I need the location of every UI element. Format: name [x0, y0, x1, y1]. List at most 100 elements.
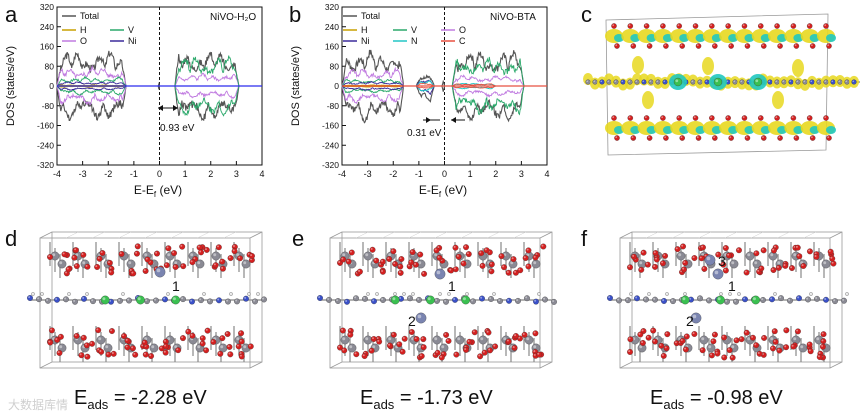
oxygen-atom: [712, 43, 718, 49]
oxygen-atom: [614, 135, 620, 141]
oxygen-atom-highlight: [190, 260, 193, 263]
x-tick-label: 2: [493, 169, 498, 179]
linker-atom-highlight: [691, 80, 694, 83]
linker-atom: [599, 79, 605, 85]
adsorption-energy-d: Eads = -2.28 eV: [74, 387, 207, 412]
oxygen-atom: [662, 252, 669, 259]
oxygen-atom: [510, 256, 517, 263]
oxygen-atom: [699, 347, 706, 354]
linker-atom-highlight: [417, 298, 420, 301]
oxygen-atom: [180, 335, 186, 342]
oxygen-atom: [776, 347, 783, 354]
oxygen-atom: [726, 347, 733, 354]
oxygen-atom: [627, 336, 634, 343]
linker-atom-highlight: [768, 80, 771, 83]
unit-cell-grid: [434, 231, 448, 239]
linker-atom: [823, 296, 829, 303]
oxygen-atom-highlight: [514, 334, 517, 337]
oxygen-atom-highlight: [220, 259, 223, 262]
linker-atom-highlight: [127, 298, 130, 301]
linker-atom-highlight: [689, 297, 692, 300]
oxygen-atom: [630, 43, 637, 49]
oxygen-atom-highlight: [713, 136, 715, 139]
oxygen-atom: [180, 263, 187, 270]
oxygen-atom-highlight: [661, 24, 664, 27]
oxygen-atom-highlight: [827, 44, 830, 47]
vanadium-atom-highlight: [731, 261, 735, 265]
oxygen-atom-highlight: [66, 267, 69, 270]
oxygen-atom: [56, 350, 63, 356]
oxygen-atom-highlight: [775, 24, 778, 27]
oxygen-atom-highlight: [421, 345, 424, 348]
y-tick-label: -160: [322, 121, 339, 131]
vanadium-atom-highlight: [747, 337, 751, 341]
oxygen-atom-highlight: [387, 257, 390, 260]
linker-atom-highlight: [354, 296, 357, 299]
oxygen-atom: [691, 331, 698, 337]
oxygen-atom-highlight: [661, 354, 664, 357]
oxygen-atom-highlight: [638, 332, 641, 335]
linker-atom-highlight: [28, 296, 31, 299]
linker-atom-highlight: [842, 298, 845, 301]
linker-atom: [655, 79, 661, 85]
oxygen-atom-highlight: [639, 267, 642, 270]
oxygen-atom: [466, 338, 473, 345]
oxygen-atom-highlight: [702, 267, 705, 270]
hydrogen-atom-highlight: [202, 292, 205, 295]
oxygen-atom-highlight: [372, 337, 374, 340]
x-tick-label: 4: [544, 169, 549, 179]
oxygen-atom: [741, 115, 748, 121]
vanadium-atom-highlight: [533, 261, 537, 265]
adsorbed-ni-site: [704, 254, 716, 266]
sample-name-b: NiVO-BTA: [490, 12, 536, 23]
legend-b-total: Total: [361, 11, 380, 21]
linker-atom-highlight: [73, 299, 76, 302]
oxygen-atom: [725, 115, 731, 121]
nickel-atom-highlight: [137, 297, 141, 301]
oxygen-atom: [339, 327, 346, 334]
vanadium-atom-highlight: [639, 261, 643, 265]
legend-b-ni: Ni: [361, 36, 370, 46]
oxygen-atom-highlight: [446, 339, 449, 342]
oxygen-atom: [712, 135, 718, 141]
oxygen-atom: [453, 351, 460, 358]
oxygen-atom-highlight: [467, 339, 470, 342]
site-label-d-1: 1: [172, 278, 180, 294]
oxygen-atom-highlight: [488, 348, 491, 351]
linker-atom: [805, 296, 811, 303]
band-gap-b: 0.31 eV: [407, 117, 465, 139]
oxygen-atom-highlight: [341, 257, 344, 260]
adsorption-structure-d: 1: [27, 231, 267, 369]
nickel-atom-highlight: [682, 297, 686, 301]
oxygen-atom-highlight: [166, 246, 169, 249]
oxygen-atom: [775, 264, 782, 271]
linker-atom-highlight: [642, 80, 645, 83]
oxygen-atom-highlight: [790, 266, 793, 269]
linker-atom: [641, 79, 647, 85]
oxygen-atom: [498, 253, 505, 260]
oxygen-atom: [379, 268, 386, 275]
oxygen-atom: [680, 243, 686, 250]
y-tick-label: 80: [330, 61, 340, 71]
linker-atom-highlight: [775, 80, 778, 83]
linker-atom-highlight: [507, 298, 510, 301]
y-axis-label-a: DOS (states/eV): [5, 46, 17, 126]
nickel-atom-highlight: [102, 297, 106, 301]
oxygen-atom-highlight: [211, 340, 214, 343]
adsorption-energy-e: Eads = -1.73 eV: [360, 387, 493, 412]
oxygen-atom-highlight: [391, 332, 394, 335]
unit-cell-grid: [171, 231, 184, 239]
oxygen-atom: [95, 327, 102, 334]
unit-cell-grid: [382, 231, 395, 239]
linker-atom: [380, 297, 386, 303]
oxygen-atom-highlight: [55, 338, 58, 341]
oxygen-atom-highlight: [824, 116, 827, 119]
oxygen-atom-highlight: [644, 24, 647, 27]
oxygen-atom: [646, 135, 653, 141]
oxygen-atom: [198, 249, 204, 256]
linker-atom: [126, 297, 132, 304]
nickel-atom-highlight: [717, 297, 721, 301]
panel-label-c: c: [581, 2, 592, 27]
oxygen-atom-highlight: [814, 252, 817, 255]
oxygen-atom-highlight: [683, 261, 686, 264]
